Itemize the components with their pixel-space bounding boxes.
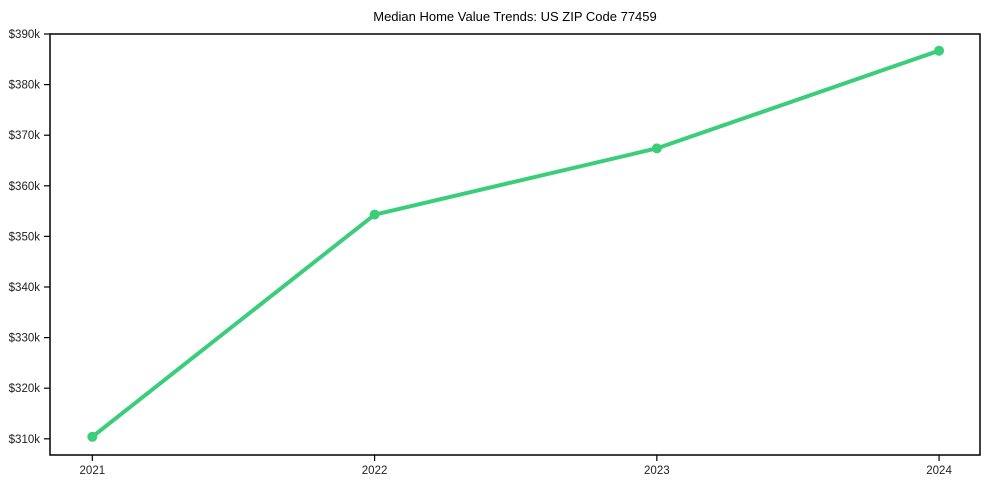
x-tick-label: 2023 [644, 465, 670, 477]
plot-frame [49, 33, 981, 456]
y-tick-label: $310k [9, 434, 41, 446]
y-tick-label: $320k [9, 383, 41, 395]
chart-title: Median Home Value Trends: US ZIP Code 77… [373, 9, 657, 24]
y-tick-label: $380k [9, 80, 41, 92]
y-tick-label: $350k [9, 231, 41, 243]
y-tick-label: $340k [9, 282, 41, 294]
y-tick-label: $360k [9, 181, 41, 193]
data-point-marker [934, 45, 945, 56]
x-tick-label: 2021 [80, 465, 106, 477]
x-tick-label: 2022 [362, 465, 388, 477]
x-tick-label: 2024 [926, 465, 952, 477]
data-point-marker [651, 143, 662, 154]
y-tick-label: $390k [9, 29, 41, 41]
y-tick-label: $330k [9, 333, 41, 345]
data-point-marker [87, 431, 98, 442]
series-line [90, 48, 942, 439]
data-point-marker [369, 209, 380, 220]
y-tick-label: $370k [9, 130, 41, 142]
